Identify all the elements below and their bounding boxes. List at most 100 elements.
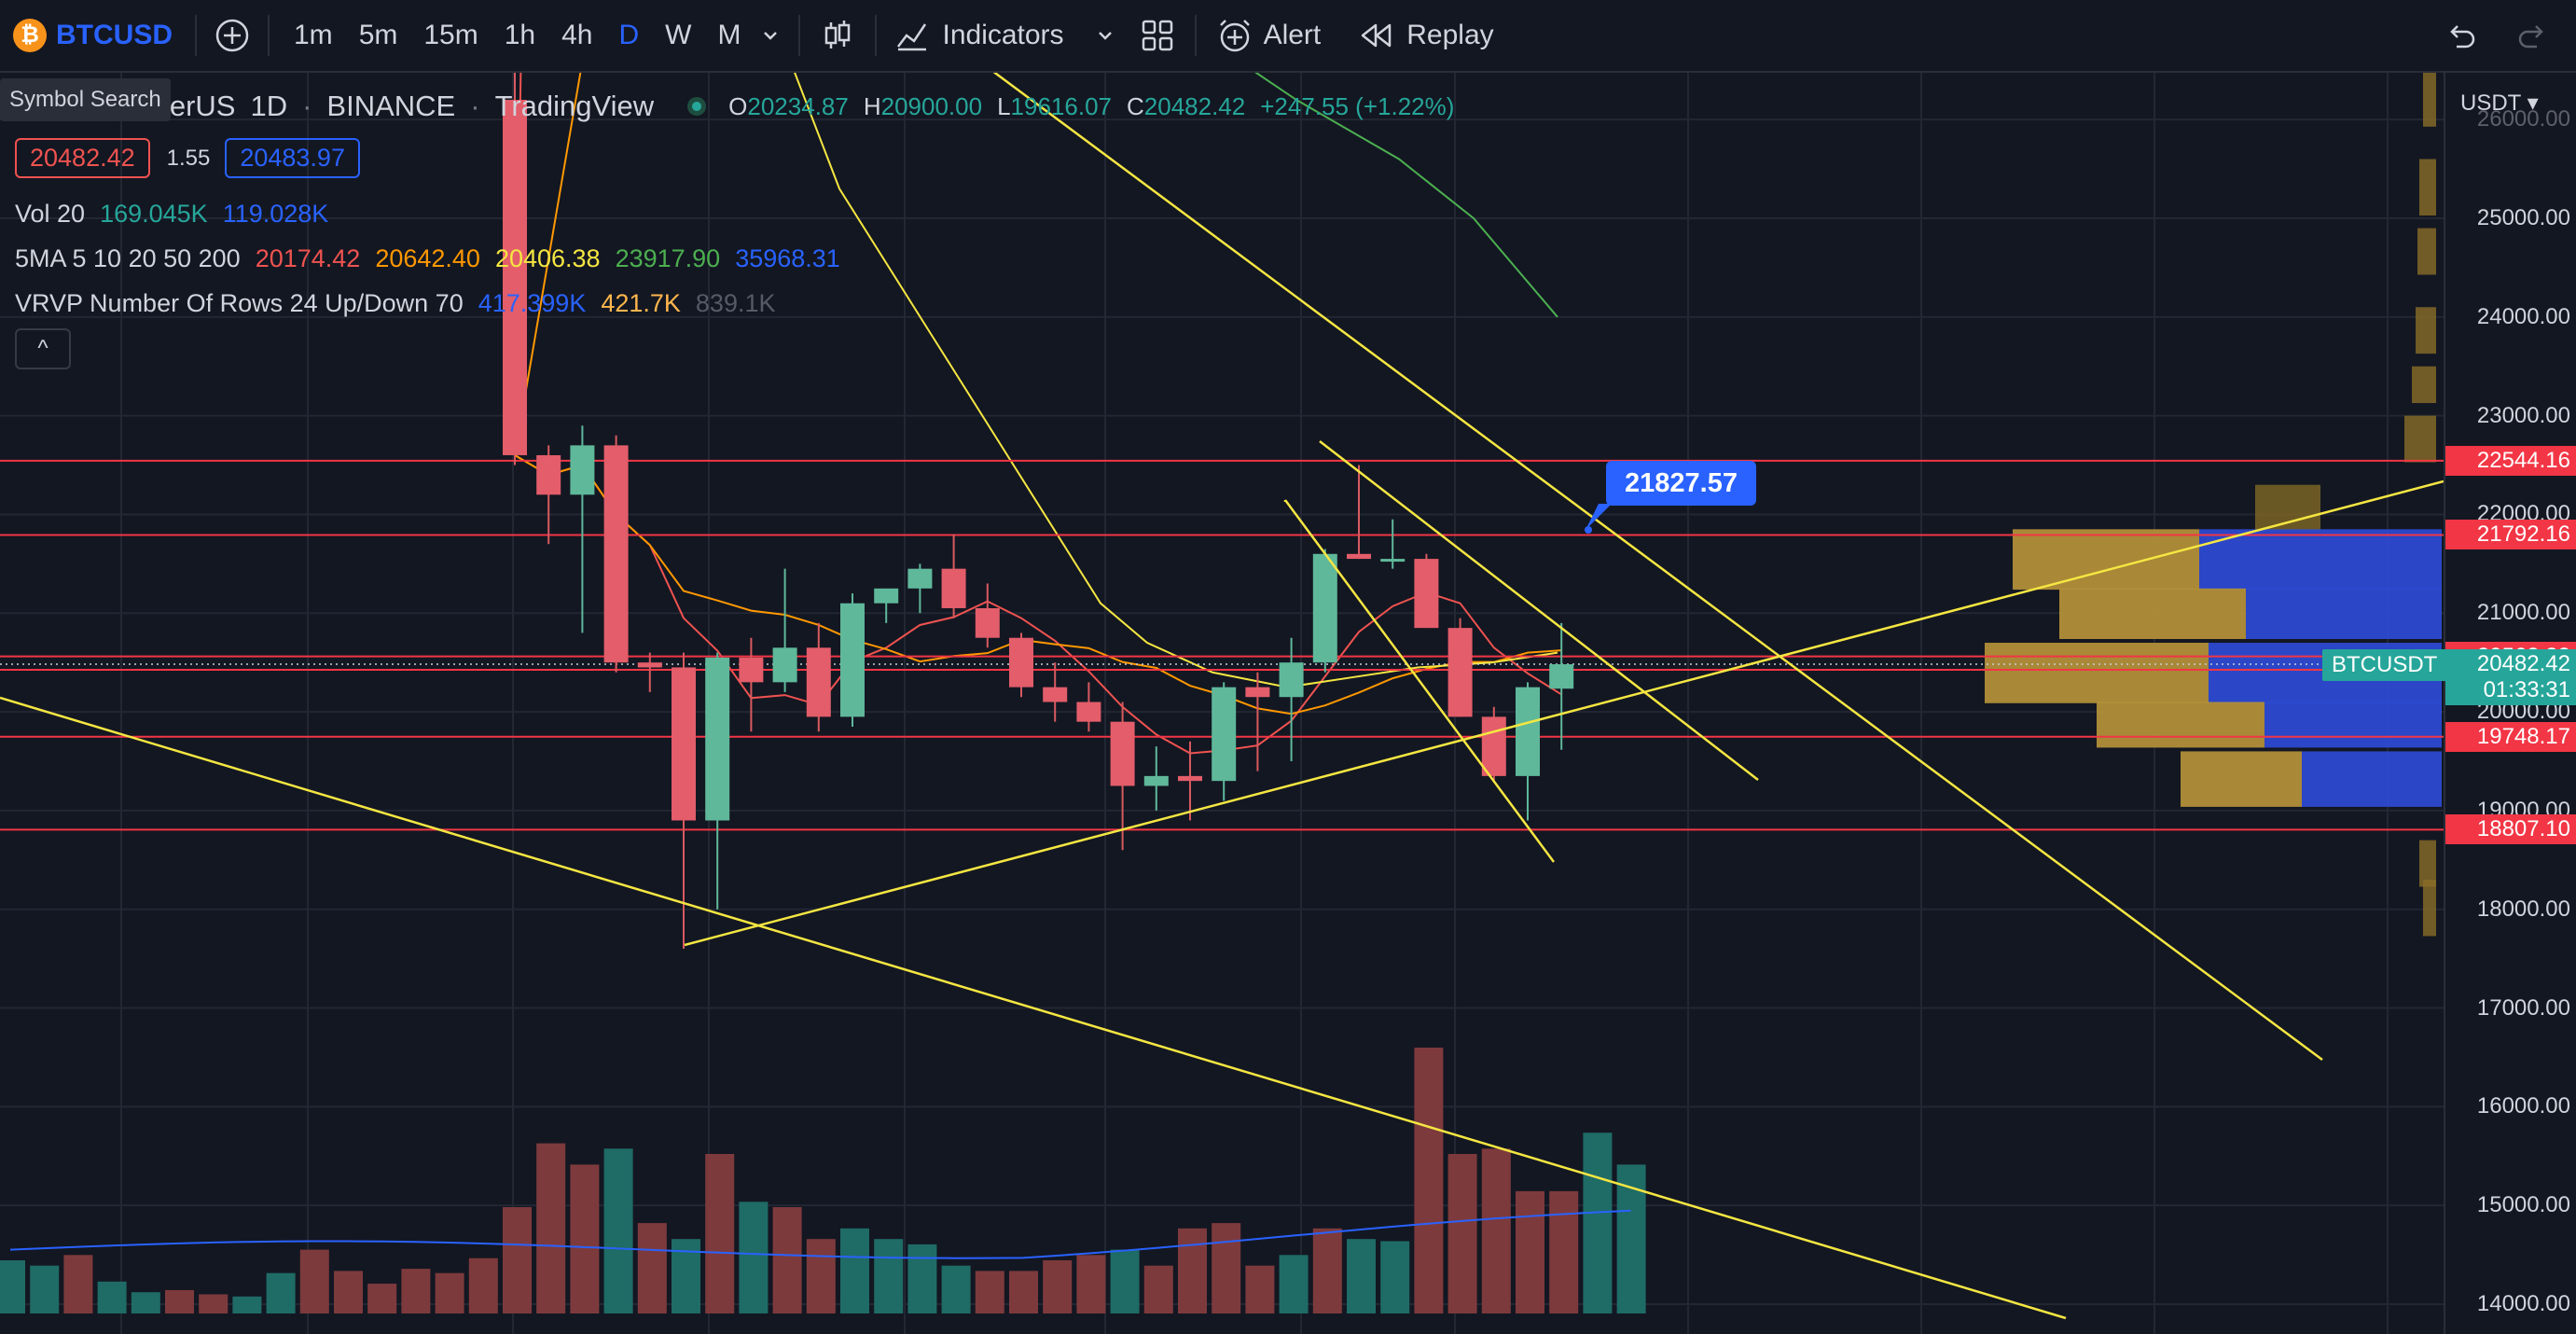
- candle-body: [1110, 721, 1135, 786]
- vrvp-row-down: [2199, 529, 2442, 591]
- price-chart-canvas[interactable]: [0, 73, 2444, 1334]
- trend-line-ascending: [684, 479, 2444, 947]
- candle-body: [907, 568, 933, 589]
- buy-price-button[interactable]: 20483.97: [225, 138, 360, 178]
- trend-lines[interactable]: [0, 73, 2444, 1320]
- indicators-dropdown-button[interactable]: [1087, 7, 1124, 63]
- alarm-clock-icon: [1219, 20, 1250, 52]
- candle: [975, 583, 1000, 648]
- compare-add-symbol-button[interactable]: [208, 7, 256, 63]
- candle: [739, 637, 764, 732]
- interval-5m[interactable]: 5m: [358, 20, 398, 50]
- volume-bar: [1143, 1265, 1173, 1313]
- candle: [603, 435, 629, 673]
- price-tick-label: 15000.00: [2476, 1192, 2570, 1218]
- vrvp-strip-bar: [2423, 73, 2436, 127]
- price-tick-label: 21000.00: [2476, 600, 2570, 626]
- replay-button[interactable]: Replay: [1350, 7, 1501, 63]
- trend-line-descending-2: [1319, 440, 1759, 781]
- interval-dropdown-button[interactable]: [754, 7, 787, 63]
- candlestick-series: [503, 73, 1574, 950]
- price-tick-label: 14000.00: [2476, 1291, 2570, 1316]
- interval-1mo[interactable]: M: [717, 20, 741, 50]
- candle-body: [1380, 559, 1406, 563]
- candle: [1447, 618, 1473, 717]
- candle: [1009, 632, 1033, 698]
- vrvp-indicator-legend[interactable]: VRVP Number Of Rows 24 Up/Down 70 417.39…: [15, 289, 790, 318]
- price-axis[interactable]: USDT ▾ 25000.00 24000.00 23000.00 22000.00 2…: [2444, 73, 2576, 1334]
- volume-bar: [30, 1265, 60, 1313]
- indicators-button[interactable]: Indicators: [888, 7, 1069, 63]
- legend-dot: ·: [470, 90, 480, 122]
- symbol-search-button[interactable]: ₿ BTCUSD: [4, 7, 184, 63]
- vrvp-row-down: [2246, 588, 2442, 640]
- volume-ma-line: [9, 1209, 1631, 1259]
- cursor-price-label: 21827.57: [1606, 461, 1756, 506]
- bar-countdown: 01:33:31: [2483, 677, 2570, 703]
- candle: [1212, 682, 1237, 801]
- interval-1h[interactable]: 1h: [504, 20, 536, 50]
- chevron-down-icon: [1098, 32, 1112, 40]
- alert-button[interactable]: Alert: [1208, 7, 1329, 63]
- candle: [1245, 672, 1270, 771]
- volume-bar: [1347, 1239, 1376, 1313]
- volume-bar: [401, 1269, 431, 1313]
- volume-bar: [266, 1272, 296, 1313]
- interval-list: 1m 5m 15m 1h 4h D W M: [281, 20, 754, 51]
- candle: [874, 588, 899, 623]
- price-tick-label: 17000.00: [2476, 994, 2570, 1021]
- interval-15m[interactable]: 15m: [423, 20, 478, 50]
- price-level-tag: 19748.17: [2445, 721, 2576, 752]
- volume-bar: [1583, 1133, 1613, 1313]
- chevron-down-icon: [764, 32, 778, 40]
- grid-layout-icon: [1142, 20, 1172, 51]
- interval-1w[interactable]: W: [665, 20, 692, 50]
- candle-body: [503, 100, 527, 455]
- volume-bar: [570, 1164, 600, 1313]
- cursor-pointer-icon: [1585, 504, 1612, 534]
- currency-selector[interactable]: USDT ▾: [2460, 90, 2539, 117]
- redo-button[interactable]: [2507, 7, 2559, 63]
- candle: [503, 73, 527, 466]
- volume-indicator-legend[interactable]: Vol 20 169.045K 119.028K: [15, 200, 343, 229]
- collapse-legend-button[interactable]: ^: [15, 328, 71, 369]
- candle: [705, 652, 730, 910]
- sell-price-button[interactable]: 20482.42: [15, 138, 150, 178]
- templates-button[interactable]: [1131, 7, 1184, 63]
- interval-4h[interactable]: 4h: [561, 20, 593, 50]
- candle: [806, 622, 831, 732]
- volume-bar: [874, 1239, 904, 1313]
- replay-label: Replay: [1406, 20, 1494, 50]
- volume-bar: [637, 1223, 667, 1313]
- volume-bar: [1110, 1249, 1140, 1313]
- vrvp-indicator-label: VRVP Number Of Rows 24 Up/Down 70: [15, 289, 464, 317]
- volume-bar: [840, 1228, 869, 1313]
- ma-50-value: 23917.90: [615, 244, 721, 272]
- ma-indicator-legend[interactable]: 5MA 5 10 20 50 200 20174.42 20642.40 204…: [15, 244, 855, 273]
- candle-body: [739, 657, 764, 683]
- ma-indicator-label: 5MA 5 10 20 50 200: [15, 244, 241, 272]
- symbol-legend: merUS 1D · BINANCE · TradingView O 20234…: [15, 90, 1469, 123]
- undo-button[interactable]: [2434, 7, 2486, 63]
- indicators-chart-icon: [897, 23, 927, 51]
- volume-bar: [806, 1239, 836, 1313]
- vrvp-row-up: [2097, 702, 2264, 748]
- interval-1d[interactable]: D: [618, 20, 640, 50]
- candle-body: [941, 568, 966, 608]
- divider: [268, 15, 270, 56]
- candle: [1380, 519, 1406, 569]
- legend-dot: ·: [302, 90, 312, 122]
- volume-bar: [1549, 1190, 1579, 1313]
- chart-type-button[interactable]: [811, 7, 864, 63]
- volume-bar: [367, 1284, 397, 1313]
- candle: [1481, 706, 1506, 782]
- candle: [1076, 682, 1101, 732]
- price-level-tag: 18807.10: [2445, 814, 2576, 845]
- indicators-label: Indicators: [942, 20, 1064, 50]
- currency-label: USDT: [2460, 90, 2521, 116]
- ma-50-line: [1254, 73, 1558, 318]
- ohlc-open-label: O: [728, 91, 748, 120]
- interval-1m[interactable]: 1m: [294, 20, 333, 50]
- candle: [672, 652, 696, 950]
- ohlc-high-label: H: [863, 91, 881, 120]
